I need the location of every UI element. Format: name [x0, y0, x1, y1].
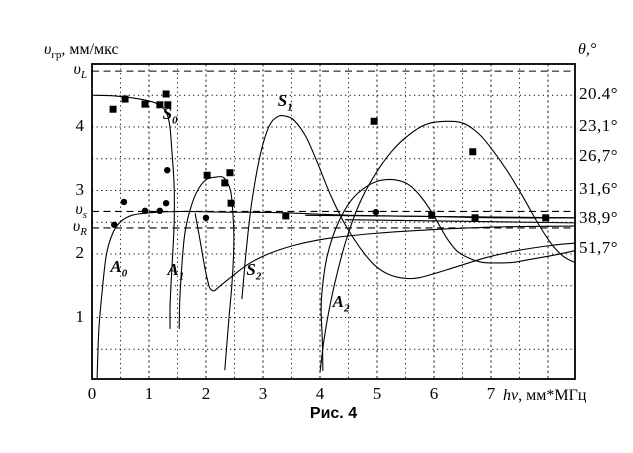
mode-label-S2: S2 [246, 260, 262, 283]
angle-label: 31,6° [579, 178, 619, 198]
data-point-square [203, 171, 211, 179]
y-axis-title-sub: гр [51, 49, 62, 62]
angle-label: 26,7° [579, 146, 619, 166]
data-point-square [469, 148, 477, 156]
x-axis-title: hν, мм*МГц [503, 386, 586, 406]
x-tick-label: 1 [144, 384, 154, 403]
data-point-circle [164, 166, 171, 174]
curve-S2 [194, 213, 575, 292]
data-point-square [227, 199, 235, 207]
data-point-circle [162, 200, 170, 207]
curve-S0 [91, 94, 175, 329]
x-tick-label: 3 [258, 384, 268, 403]
x-tick-label: 7 [486, 384, 496, 403]
data-point-square [221, 179, 229, 187]
data-point-square [471, 214, 479, 222]
y-axis-title-symbol: υ [44, 41, 52, 58]
x-axis-title-units: , мм*МГц [518, 387, 587, 404]
mode-label-S0: S0 [162, 103, 178, 127]
mode-label-A0: A0 [110, 256, 128, 280]
plot-frame [91, 63, 576, 380]
data-point-square [226, 169, 234, 177]
figure-caption: Рис. 4 [309, 405, 358, 422]
x-tick-label: 6 [429, 384, 439, 403]
data-point-circle [141, 207, 149, 215]
mode-label-S1: S1 [277, 91, 293, 114]
data-point-circle [111, 221, 118, 228]
x-tick-label: 2 [201, 384, 211, 403]
data-point-square [156, 101, 164, 109]
y-axis-title: υгр, мм/мкс [44, 40, 119, 65]
data-point-circle [120, 198, 128, 206]
y-tick-label: 2 [75, 243, 85, 262]
data-point-square [282, 212, 290, 220]
angle-label: 38,9° [579, 208, 619, 228]
curve-A1 [178, 175, 235, 371]
mode-label-A2: A2 [332, 291, 350, 315]
right-axis-title: θ,° [578, 41, 597, 58]
data-point-square [428, 211, 436, 219]
curve-S1 [241, 115, 575, 300]
data-point-circle [156, 207, 164, 215]
reference-label-L: υL [73, 61, 87, 82]
angle-label: 20.4° [579, 83, 619, 103]
x-tick-label: 4 [315, 384, 325, 403]
data-point-circle [202, 214, 210, 222]
y-tick-label: 1 [75, 306, 85, 326]
reference-label-R: υR [72, 217, 87, 239]
data-point-square [121, 95, 129, 103]
x-axis-title-symbol: hν [503, 387, 519, 404]
x-tick-label: 0 [87, 384, 97, 403]
reference-label-s: υs [75, 201, 87, 222]
y-tick-label: 3 [75, 179, 85, 199]
x-tick-label: 5 [372, 384, 382, 403]
data-point-circle [372, 208, 380, 216]
data-point-square [109, 105, 117, 113]
curve-A2 [319, 120, 575, 373]
angle-label: 51,7° [579, 238, 619, 258]
data-point-square [164, 101, 172, 109]
mode-label-A1: A1 [167, 260, 185, 283]
angle-label: 23,1° [579, 115, 619, 135]
y-axis-title-units: , мм/мкс [61, 41, 119, 58]
data-point-square [141, 100, 149, 108]
data-point-square [162, 90, 170, 98]
data-point-square [542, 214, 550, 222]
data-point-square [370, 117, 378, 125]
curve-asymptote-2 [345, 219, 575, 224]
curve-asymptote-1 [305, 214, 575, 219]
curve-S2-hump [320, 178, 575, 371]
y-tick-label: 4 [75, 116, 85, 135]
